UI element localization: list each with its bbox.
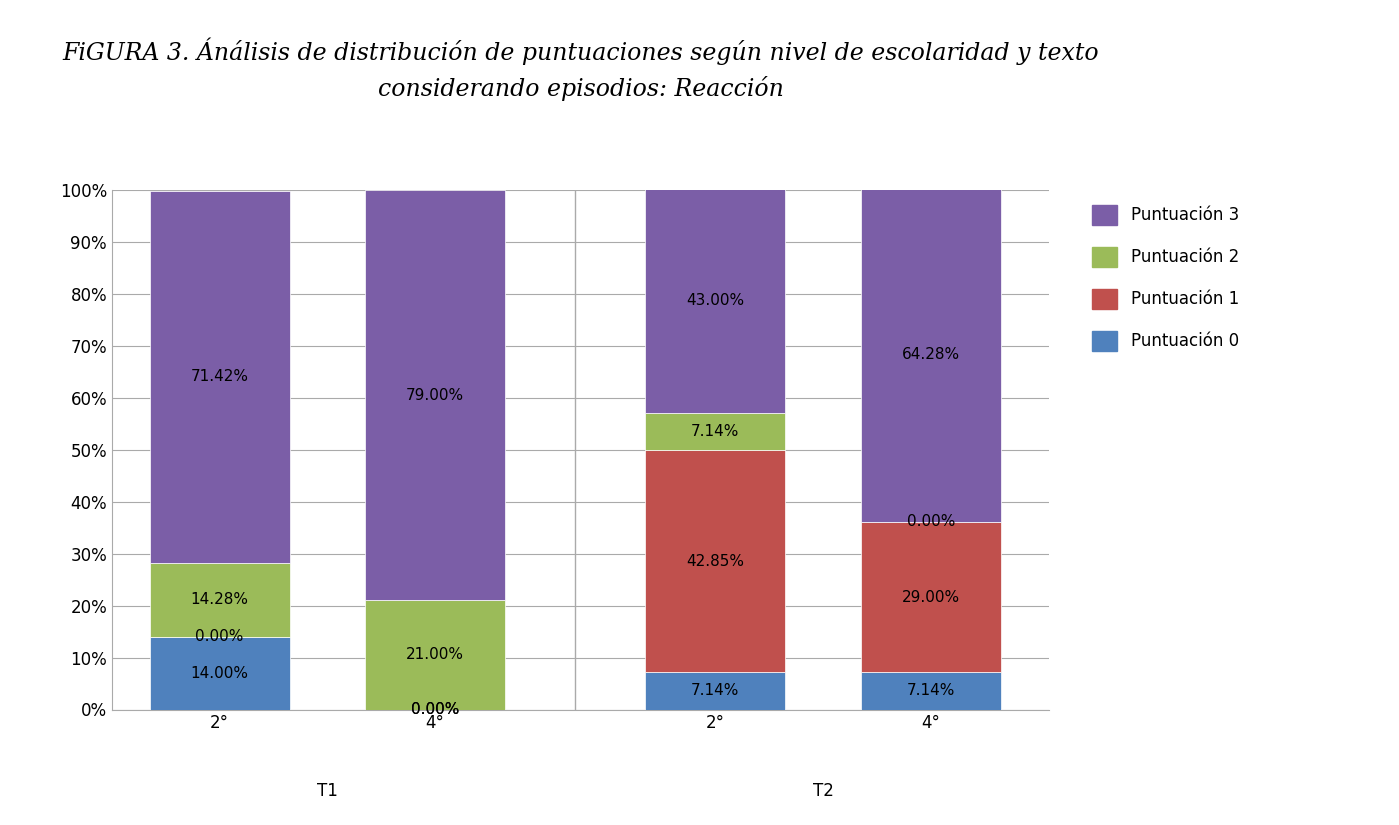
Text: 14.00%: 14.00% (190, 666, 249, 681)
Text: 29.00%: 29.00% (902, 590, 960, 605)
Text: 43.00%: 43.00% (686, 294, 744, 309)
Bar (860, 187, 1000, 521)
Text: considerando episodios: Reacción: considerando episodios: Reacción (378, 76, 783, 101)
Bar (645, 450, 785, 672)
Text: 7.14%: 7.14% (907, 683, 956, 699)
Text: 14.28%: 14.28% (190, 592, 249, 607)
Text: T2: T2 (813, 782, 834, 800)
Bar (150, 637, 290, 710)
Text: 21.00%: 21.00% (406, 648, 464, 662)
Bar (860, 521, 1000, 672)
Text: T1: T1 (318, 782, 337, 800)
Text: 42.85%: 42.85% (687, 554, 744, 568)
Bar (365, 601, 505, 710)
Text: 0.00%: 0.00% (411, 702, 459, 717)
Text: 7.14%: 7.14% (691, 683, 740, 699)
Legend: Puntuación 3, Puntuación 2, Puntuación 1, Puntuación 0: Puntuación 3, Puntuación 2, Puntuación 1… (1086, 198, 1245, 358)
Bar (645, 189, 785, 412)
Text: 0.00%: 0.00% (411, 702, 459, 717)
Text: 79.00%: 79.00% (406, 388, 464, 403)
Text: 7.14%: 7.14% (691, 423, 740, 439)
Bar (365, 190, 505, 601)
Bar (150, 191, 290, 563)
Text: 0.00%: 0.00% (196, 629, 243, 644)
Bar (150, 563, 290, 637)
Text: 0.00%: 0.00% (907, 514, 956, 529)
Bar (645, 412, 785, 450)
Text: 71.42%: 71.42% (190, 370, 249, 384)
Bar (860, 672, 1000, 710)
Text: FіGURA 3. Ánálisis de distribución de puntuaciones según nivel de escolaridad y : FіGURA 3. Ánálisis de distribución de pu… (63, 37, 1098, 64)
Text: 64.28%: 64.28% (902, 347, 960, 362)
Bar (645, 672, 785, 710)
